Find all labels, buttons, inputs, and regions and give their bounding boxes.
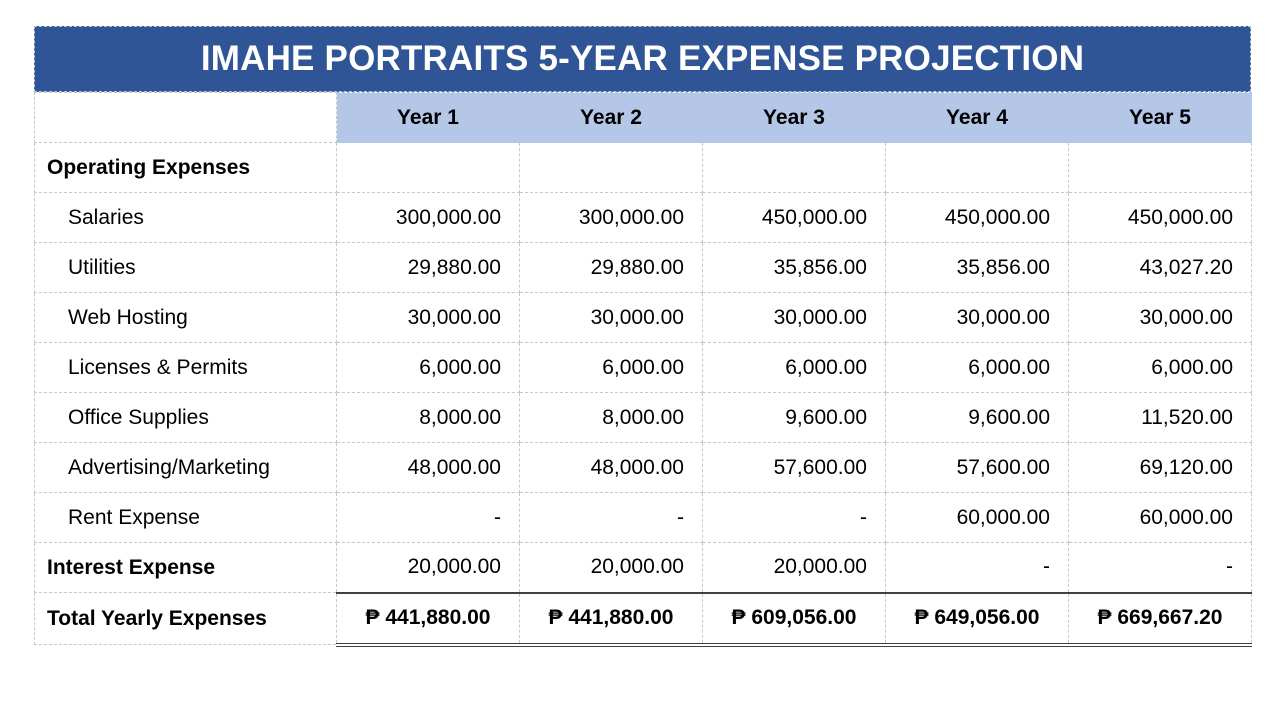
- value-cell[interactable]: 9,600.00: [702, 392, 886, 443]
- value-cell[interactable]: 48,000.00: [519, 442, 703, 493]
- value-cell[interactable]: 48,000.00: [336, 442, 520, 493]
- value-cell[interactable]: 20,000.00: [336, 542, 520, 593]
- column-header-year-4[interactable]: Year 4: [885, 92, 1069, 143]
- empty-cell[interactable]: [885, 142, 1069, 193]
- value-cell[interactable]: 35,856.00: [702, 242, 886, 293]
- value-cell[interactable]: 30,000.00: [885, 292, 1069, 343]
- value-cell[interactable]: 20,000.00: [702, 542, 886, 593]
- section-row-operating-expenses: Operating Expenses: [34, 142, 1252, 193]
- value-cell[interactable]: 6,000.00: [519, 342, 703, 393]
- value-cell[interactable]: 57,600.00: [702, 442, 886, 493]
- sheet-title: IMAHE PORTRAITS 5-YEAR EXPENSE PROJECTIO…: [34, 26, 1251, 92]
- header-blank-cell[interactable]: [34, 92, 337, 143]
- value-cell[interactable]: 8,000.00: [519, 392, 703, 443]
- empty-cell[interactable]: [336, 142, 520, 193]
- row-label[interactable]: Rent Expense: [34, 492, 337, 543]
- value-cell[interactable]: 57,600.00: [885, 442, 1069, 493]
- value-cell[interactable]: 11,520.00: [1068, 392, 1252, 443]
- row-label[interactable]: Advertising/Marketing: [34, 442, 337, 493]
- total-cell[interactable]: ₱ 649,056.00: [885, 591, 1069, 647]
- value-cell[interactable]: 450,000.00: [702, 192, 886, 243]
- section-label[interactable]: Operating Expenses: [34, 142, 337, 193]
- value-cell[interactable]: 35,856.00: [885, 242, 1069, 293]
- value-cell[interactable]: 60,000.00: [1068, 492, 1252, 543]
- value-cell[interactable]: -: [519, 492, 703, 543]
- table-row-advertising-marketing: Advertising/Marketing 48,000.00 48,000.0…: [34, 442, 1252, 493]
- expense-projection-sheet: IMAHE PORTRAITS 5-YEAR EXPENSE PROJECTIO…: [34, 26, 1252, 647]
- total-cell[interactable]: ₱ 609,056.00: [702, 591, 886, 647]
- value-cell[interactable]: -: [336, 492, 520, 543]
- value-cell[interactable]: 43,027.20: [1068, 242, 1252, 293]
- expense-table: Year 1 Year 2 Year 3 Year 4 Year 5 Opera…: [34, 92, 1252, 647]
- empty-cell[interactable]: [702, 142, 886, 193]
- total-row: Total Yearly Expenses ₱ 441,880.00 ₱ 441…: [34, 591, 1252, 647]
- column-header-year-3[interactable]: Year 3: [702, 92, 886, 143]
- row-label[interactable]: Web Hosting: [34, 292, 337, 343]
- value-cell[interactable]: 450,000.00: [885, 192, 1069, 243]
- value-cell[interactable]: 6,000.00: [1068, 342, 1252, 393]
- value-cell[interactable]: 300,000.00: [336, 192, 520, 243]
- value-cell[interactable]: 20,000.00: [519, 542, 703, 593]
- row-label[interactable]: Salaries: [34, 192, 337, 243]
- row-label[interactable]: Interest Expense: [34, 542, 337, 593]
- value-cell[interactable]: 30,000.00: [1068, 292, 1252, 343]
- column-header-year-1[interactable]: Year 1: [336, 92, 520, 143]
- value-cell[interactable]: 300,000.00: [519, 192, 703, 243]
- value-cell[interactable]: 60,000.00: [885, 492, 1069, 543]
- table-row-office-supplies: Office Supplies 8,000.00 8,000.00 9,600.…: [34, 392, 1252, 443]
- total-label[interactable]: Total Yearly Expenses: [34, 592, 337, 645]
- table-row-web-hosting: Web Hosting 30,000.00 30,000.00 30,000.0…: [34, 292, 1252, 343]
- empty-cell[interactable]: [519, 142, 703, 193]
- row-label[interactable]: Utilities: [34, 242, 337, 293]
- value-cell[interactable]: 6,000.00: [702, 342, 886, 393]
- value-cell[interactable]: 30,000.00: [519, 292, 703, 343]
- total-cell[interactable]: ₱ 441,880.00: [336, 591, 520, 647]
- column-header-year-2[interactable]: Year 2: [519, 92, 703, 143]
- table-row-rent-expense: Rent Expense - - - 60,000.00 60,000.00: [34, 492, 1252, 543]
- row-label[interactable]: Office Supplies: [34, 392, 337, 443]
- empty-cell[interactable]: [1068, 142, 1252, 193]
- total-cell[interactable]: ₱ 669,667.20: [1068, 591, 1252, 647]
- value-cell[interactable]: -: [885, 542, 1069, 593]
- value-cell[interactable]: 6,000.00: [885, 342, 1069, 393]
- table-row-salaries: Salaries 300,000.00 300,000.00 450,000.0…: [34, 192, 1252, 243]
- value-cell[interactable]: 9,600.00: [885, 392, 1069, 443]
- value-cell[interactable]: -: [1068, 542, 1252, 593]
- value-cell[interactable]: -: [702, 492, 886, 543]
- value-cell[interactable]: 450,000.00: [1068, 192, 1252, 243]
- table-row-utilities: Utilities 29,880.00 29,880.00 35,856.00 …: [34, 242, 1252, 293]
- value-cell[interactable]: 29,880.00: [519, 242, 703, 293]
- value-cell[interactable]: 30,000.00: [336, 292, 520, 343]
- total-cell[interactable]: ₱ 441,880.00: [519, 591, 703, 647]
- value-cell[interactable]: 8,000.00: [336, 392, 520, 443]
- value-cell[interactable]: 30,000.00: [702, 292, 886, 343]
- value-cell[interactable]: 29,880.00: [336, 242, 520, 293]
- column-header-year-5[interactable]: Year 5: [1068, 92, 1252, 143]
- value-cell[interactable]: 69,120.00: [1068, 442, 1252, 493]
- table-row-interest-expense: Interest Expense 20,000.00 20,000.00 20,…: [34, 542, 1252, 593]
- table-row-licenses-permits: Licenses & Permits 6,000.00 6,000.00 6,0…: [34, 342, 1252, 393]
- header-row: Year 1 Year 2 Year 3 Year 4 Year 5: [34, 92, 1252, 143]
- value-cell[interactable]: 6,000.00: [336, 342, 520, 393]
- row-label[interactable]: Licenses & Permits: [34, 342, 337, 393]
